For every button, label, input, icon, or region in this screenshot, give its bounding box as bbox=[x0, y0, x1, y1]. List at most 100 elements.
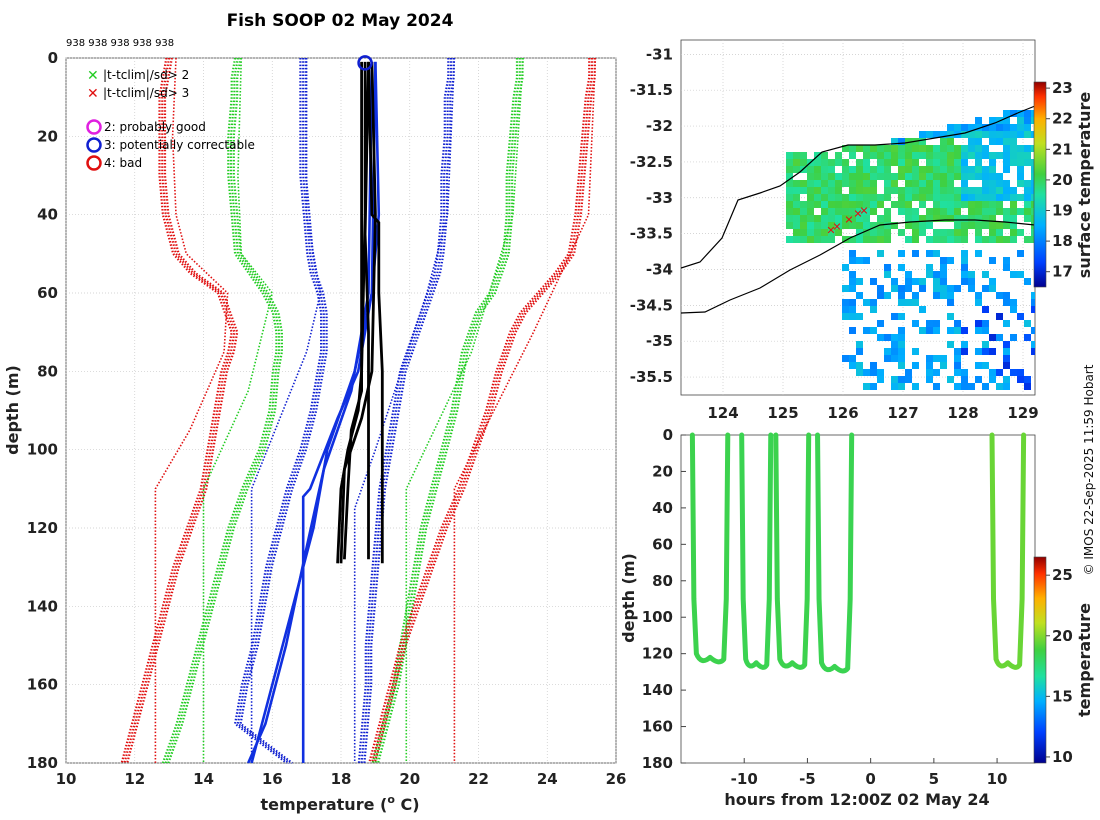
sst-pixel bbox=[975, 222, 982, 229]
sst-pixel bbox=[842, 222, 849, 229]
sst-pixel bbox=[1017, 250, 1024, 257]
sst-pixel bbox=[926, 180, 933, 187]
timeseries-colorbar-tick-label: 15 bbox=[1052, 687, 1073, 705]
sst-pixel bbox=[947, 208, 954, 215]
sst-pixel bbox=[877, 145, 884, 152]
sst-pixel bbox=[786, 194, 793, 201]
sst-pixel bbox=[842, 166, 849, 173]
sst-pixel bbox=[975, 250, 982, 257]
sst-pixel bbox=[989, 159, 996, 166]
sst-pixel bbox=[1003, 215, 1010, 222]
sst-pixel bbox=[863, 383, 870, 390]
sst-pixel bbox=[926, 236, 933, 243]
sst-pixel bbox=[856, 180, 863, 187]
sst-pixel bbox=[954, 362, 961, 369]
sst-pixel bbox=[912, 159, 919, 166]
sst-pixel bbox=[863, 229, 870, 236]
sst-pixel bbox=[989, 187, 996, 194]
sst-pixel bbox=[884, 271, 891, 278]
sst-pixel bbox=[884, 236, 891, 243]
sst-pixel bbox=[898, 264, 905, 271]
sst-pixel bbox=[954, 208, 961, 215]
sst-pixel bbox=[786, 187, 793, 194]
map-ytick-label: -34 bbox=[646, 260, 673, 278]
sst-pixel bbox=[1003, 320, 1010, 327]
profile-ytick-label: 0 bbox=[48, 49, 58, 67]
profile-ytick-label: 140 bbox=[27, 597, 58, 615]
sst-pixel bbox=[1017, 229, 1024, 236]
map-track-x-icon: ✕ bbox=[844, 213, 853, 226]
sst-pixel bbox=[912, 292, 919, 299]
sst-pixel bbox=[968, 166, 975, 173]
sst-pixel bbox=[891, 355, 898, 362]
sst-pixel bbox=[1031, 348, 1035, 355]
profile-ytick-label: 20 bbox=[37, 127, 58, 145]
sst-pixel bbox=[786, 180, 793, 187]
sst-pixel bbox=[849, 173, 856, 180]
sst-pixel bbox=[961, 152, 968, 159]
sst-pixel bbox=[996, 124, 1003, 131]
sst-pixel bbox=[982, 187, 989, 194]
sst-pixel bbox=[1024, 110, 1031, 117]
sst-pixel bbox=[863, 257, 870, 264]
sst-pixel bbox=[975, 348, 982, 355]
map-colorbar-ticks: 17 18 19 20 21 22 23 bbox=[1046, 79, 1073, 281]
sst-pixel bbox=[947, 180, 954, 187]
sst-pixel bbox=[842, 159, 849, 166]
sst-pixel bbox=[1010, 299, 1017, 306]
profile-xtick-label: 22 bbox=[468, 770, 489, 788]
flag-marker-correctable bbox=[357, 55, 373, 71]
sst-pixel bbox=[814, 187, 821, 194]
map-ytick-label: -31 bbox=[646, 45, 673, 63]
sst-pixel bbox=[1003, 138, 1010, 145]
sst-pixel bbox=[1003, 376, 1010, 383]
sst-pixel bbox=[884, 187, 891, 194]
timeseries-colorbar-tick-label: 10 bbox=[1052, 748, 1073, 766]
sst-pixel bbox=[849, 180, 856, 187]
sst-pixel bbox=[989, 278, 996, 285]
legend-label-3: 2: probably good bbox=[104, 120, 206, 134]
sst-pixel bbox=[1024, 187, 1031, 194]
sst-pixel bbox=[989, 257, 996, 264]
sst-pixel bbox=[898, 173, 905, 180]
sst-pixel bbox=[1031, 341, 1035, 348]
sst-pixel bbox=[1017, 110, 1024, 117]
sst-pixel bbox=[919, 166, 926, 173]
sst-pixel bbox=[863, 201, 870, 208]
sst-pixel bbox=[975, 236, 982, 243]
sst-pixel bbox=[849, 355, 856, 362]
sst-pixel bbox=[870, 145, 877, 152]
sst-pixel bbox=[870, 362, 877, 369]
map-shelf-contour bbox=[681, 219, 1035, 314]
timeseries-colorbar-tick-label: 25 bbox=[1052, 566, 1073, 584]
sst-pixel bbox=[940, 180, 947, 187]
sst-pixel bbox=[996, 369, 1003, 376]
sst-pixel bbox=[905, 194, 912, 201]
sst-pixel bbox=[933, 320, 940, 327]
map-ytick-label: -35 bbox=[646, 332, 673, 350]
sst-pixel bbox=[842, 306, 849, 313]
sst-pixel bbox=[891, 187, 898, 194]
sst-pixel bbox=[996, 313, 1003, 320]
sst-pixel bbox=[905, 173, 912, 180]
sst-pixel bbox=[954, 201, 961, 208]
sst-pixel bbox=[807, 180, 814, 187]
timeseries-cast-line bbox=[739, 432, 774, 670]
sst-pixel bbox=[870, 278, 877, 285]
sst-pixel bbox=[947, 201, 954, 208]
map-colorbar-label: surface temperature bbox=[1075, 92, 1094, 279]
sst-pixel bbox=[877, 152, 884, 159]
sst-pixel bbox=[821, 159, 828, 166]
sst-pixel bbox=[863, 173, 870, 180]
sst-pixel bbox=[891, 313, 898, 320]
sst-pixel bbox=[1024, 278, 1031, 285]
sst-pixel bbox=[884, 180, 891, 187]
sst-pixel bbox=[1003, 341, 1010, 348]
sst-pixel bbox=[891, 173, 898, 180]
sst-pixel bbox=[905, 152, 912, 159]
sst-pixel bbox=[975, 152, 982, 159]
sst-pixel bbox=[793, 208, 800, 215]
profile-xlabel-main: temperature ( bbox=[260, 795, 387, 814]
sst-pixel bbox=[989, 369, 996, 376]
sst-pixel bbox=[828, 222, 835, 229]
